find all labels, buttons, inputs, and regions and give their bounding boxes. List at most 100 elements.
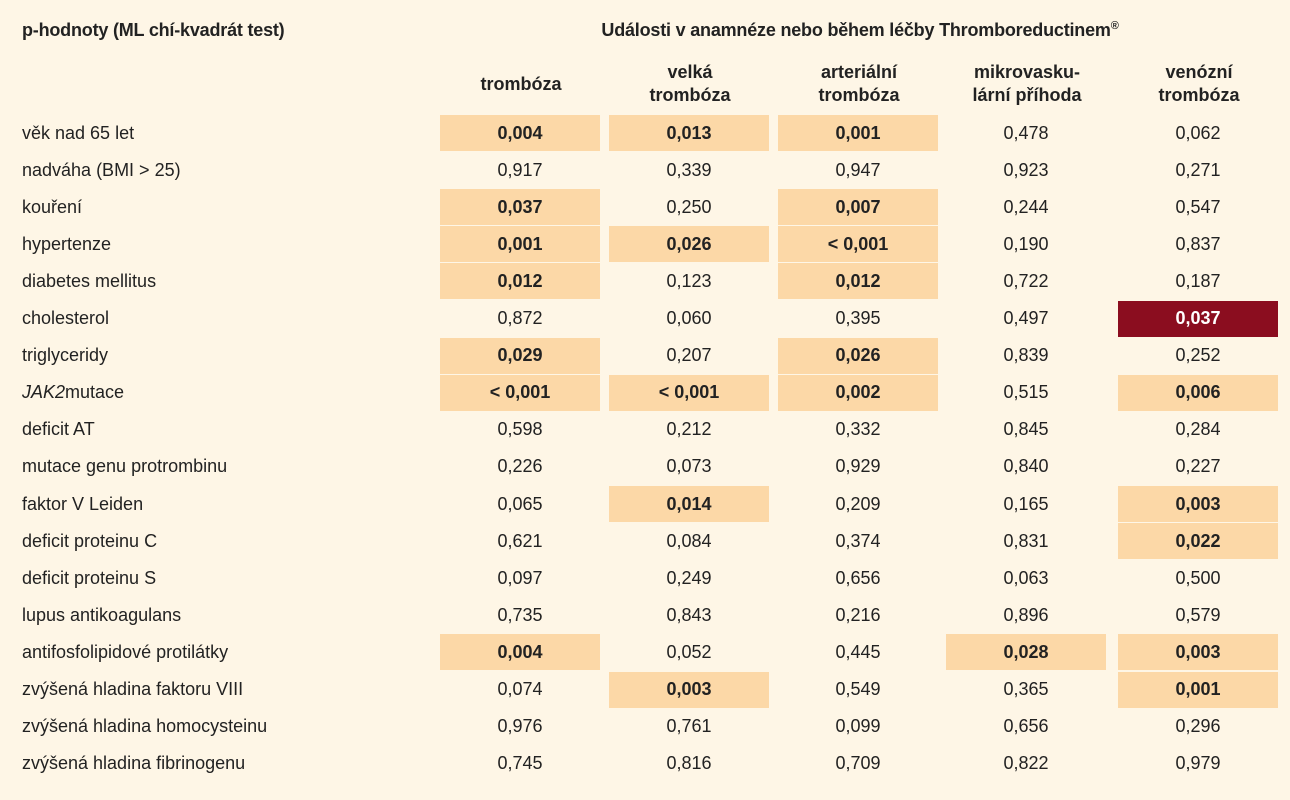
p-value-cell: 0,004 bbox=[440, 634, 600, 671]
p-value-cell: 0,339 bbox=[666, 159, 712, 180]
p-value-cell: 0,216 bbox=[835, 604, 881, 625]
p-value-cell: 0,026 bbox=[778, 337, 938, 374]
p-value-cell: 0,006 bbox=[1118, 374, 1278, 411]
p-value-cell: 0,013 bbox=[609, 115, 769, 151]
p-value-cell: 0,872 bbox=[497, 308, 543, 328]
p-value-cell: 0,060 bbox=[666, 308, 712, 328]
p-value-cell: 0,252 bbox=[1175, 345, 1221, 366]
p-value-cell: 0,249 bbox=[666, 567, 712, 588]
p-value-cell: 0,478 bbox=[1003, 122, 1049, 143]
column-header: trombóza bbox=[480, 73, 562, 94]
table-row: zvýšená hladina faktoru VIII 0,074 0,003 0,… bbox=[0, 671, 1290, 708]
row-label: zvýšená hladina fibrinogenu bbox=[22, 753, 246, 774]
p-value-cell: 0,097 bbox=[497, 567, 543, 588]
p-value-cell: 0,037 bbox=[440, 189, 600, 226]
p-value-cell: 0,165 bbox=[1003, 493, 1049, 514]
row-label: kouření bbox=[22, 196, 83, 217]
table-row: zvýšená hladina fibrinogenu 0,745 0,816 0,7… bbox=[0, 746, 1290, 782]
p-value-cell: 0,547 bbox=[1175, 196, 1221, 217]
row-label: JAK2 mutace bbox=[22, 382, 125, 403]
p-value-cell: 0,037 bbox=[1118, 300, 1278, 337]
p-value-cell: 0,227 bbox=[1175, 456, 1221, 477]
table-row: hypertenze 0,001 0,026 < 0,001 0,190 0,837 bbox=[0, 226, 1290, 263]
p-value-cell: 0,004 bbox=[440, 115, 600, 151]
p-value-cell: 0,074 bbox=[497, 679, 543, 699]
p-value-cell: 0,579 bbox=[1175, 604, 1221, 625]
p-value-cell: 0,284 bbox=[1175, 419, 1221, 440]
column-header: venózní trombóza bbox=[1158, 62, 1240, 105]
row-label: antifosfolipidové protilátky bbox=[22, 641, 229, 662]
p-value-cell: 0,250 bbox=[666, 196, 712, 217]
p-value-cell: 0,029 bbox=[440, 337, 600, 374]
p-value-cell: 0,003 bbox=[1118, 634, 1278, 671]
table-row: věk nad 65 let 0,004 0,013 0,001 0,478 0,062 bbox=[0, 115, 1290, 151]
table-row: nadváha (BMI > 25) 0,917 0,339 0,947 0,923 0,… bbox=[0, 152, 1290, 188]
row-label: triglyceridy bbox=[22, 345, 109, 366]
p-value-cell: 0,709 bbox=[835, 753, 881, 774]
p-value-cell: 0,917 bbox=[497, 159, 543, 180]
p-value-cell: 0,929 bbox=[835, 456, 881, 477]
p-value-cell: 0,052 bbox=[666, 641, 712, 662]
p-value-cell: 0,445 bbox=[835, 641, 881, 662]
row-label: zvýšená hladina homocysteinu bbox=[22, 716, 268, 737]
row-label: hypertenze bbox=[22, 233, 112, 254]
p-value-cell: 0,843 bbox=[666, 604, 712, 625]
table-row: JAK2 mutace < 0,001 < 0,001 0,002 0,515 0,006 bbox=[0, 374, 1290, 411]
p-value-cell: 0,395 bbox=[835, 308, 881, 328]
table-row: lupus antikoagulans 0,735 0,843 0,216 0,896 0… bbox=[0, 597, 1290, 633]
p-value-cell: 0,084 bbox=[666, 530, 712, 551]
p-value-cell: 0,332 bbox=[835, 419, 881, 440]
row-label: mutace genu protrombinu bbox=[22, 456, 228, 477]
p-value-cell: 0,497 bbox=[1003, 308, 1049, 328]
p-value-cell: 0,028 bbox=[946, 634, 1106, 671]
p-value-cell: 0,365 bbox=[1003, 679, 1049, 699]
p-value-cell: < 0,001 bbox=[440, 374, 600, 411]
row-label: nadváha (BMI > 25) bbox=[22, 159, 181, 180]
row-label: zvýšená hladina faktoru VIII bbox=[22, 679, 244, 699]
p-value-cell: 0,209 bbox=[835, 493, 881, 514]
p-value-cell: 0,745 bbox=[497, 753, 543, 774]
p-value-cell: 0,621 bbox=[497, 530, 543, 551]
p-value-cell: 0,271 bbox=[1175, 159, 1221, 180]
column-header: velká trombóza bbox=[649, 62, 731, 105]
row-label: věk nad 65 let bbox=[22, 122, 135, 143]
table-row: antifosfolipidové protilátky 0,004 0,052 0,… bbox=[0, 634, 1290, 671]
p-value-cell: 0,979 bbox=[1175, 753, 1221, 774]
p-value-cell: 0,012 bbox=[778, 263, 938, 300]
p-value-cell: 0,976 bbox=[497, 716, 543, 737]
p-value-cell: 0,001 bbox=[778, 115, 938, 151]
p-value-cell: 0,244 bbox=[1003, 196, 1049, 217]
p-value-cell: 0,837 bbox=[1175, 233, 1221, 254]
p-value-cell: 0,549 bbox=[835, 679, 881, 699]
p-value-cell: 0,656 bbox=[835, 567, 881, 588]
p-value-cell: 0,296 bbox=[1175, 716, 1221, 737]
table-row: deficit AT 0,598 0,212 0,332 0,845 0,284 bbox=[0, 412, 1290, 448]
p-value-cell: 0,761 bbox=[666, 716, 712, 737]
p-value-cell: < 0,001 bbox=[609, 374, 769, 411]
p-value-cell: 0,207 bbox=[666, 345, 712, 366]
p-value-cell: 0,840 bbox=[1003, 456, 1049, 477]
p-value-cell: 0,123 bbox=[666, 270, 712, 291]
p-value-cell: 0,831 bbox=[1003, 530, 1049, 551]
p-value-cell: 0,099 bbox=[835, 716, 881, 737]
row-label: lupus antikoagulans bbox=[22, 604, 182, 625]
table-row: triglyceridy 0,029 0,207 0,026 0,839 0,252 bbox=[0, 337, 1290, 374]
table-row: mutace genu protrombinu 0,226 0,073 0,929 0,… bbox=[0, 449, 1290, 485]
row-label: deficit AT bbox=[22, 419, 95, 440]
p-value-cell: 0,822 bbox=[1003, 753, 1049, 774]
p-value-cell: 0,187 bbox=[1175, 270, 1221, 291]
p-value-cell: 0,374 bbox=[835, 530, 881, 551]
column-header: mikrovasku- lární příhoda bbox=[972, 62, 1082, 105]
column-group-title-text: Události v anamnéze nebo během léčby Thr… bbox=[601, 20, 1111, 40]
row-label-title: p-hodnoty (ML chí-kvadrát test) bbox=[22, 20, 285, 40]
registered-mark: ® bbox=[1110, 20, 1119, 32]
p-value-cell: 0,923 bbox=[1003, 159, 1049, 180]
table-row: deficit proteinu C 0,621 0,084 0,374 0,831 0,… bbox=[0, 523, 1290, 560]
p-value-cell: 0,735 bbox=[497, 604, 543, 625]
column-header: arteriální trombóza bbox=[818, 62, 900, 105]
row-label: faktor V Leiden bbox=[22, 493, 144, 514]
p-value-cell: 0,515 bbox=[1003, 382, 1049, 403]
p-value-cell: 0,001 bbox=[1118, 671, 1278, 708]
row-label: deficit proteinu S bbox=[22, 567, 157, 588]
row-label: diabetes mellitus bbox=[22, 270, 157, 291]
